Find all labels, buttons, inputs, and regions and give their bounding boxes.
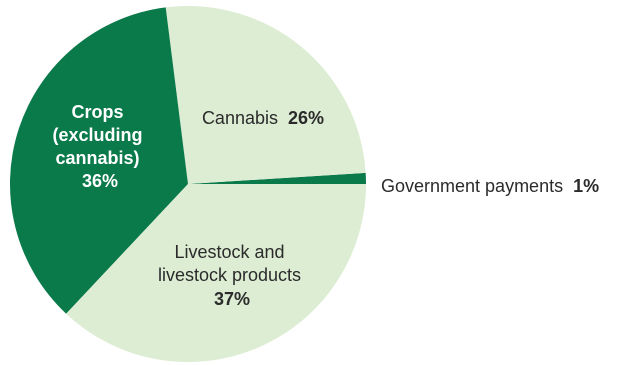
label-cannabis-value: 26% — [288, 108, 324, 128]
label-livestock-line1: Livestock and — [174, 242, 284, 262]
slice-livestock — [66, 184, 367, 363]
slice-cannabis — [165, 5, 366, 184]
label-livestock-value: 37% — [214, 289, 250, 309]
label-crops-line1: Crops — [71, 102, 123, 122]
pie-slices — [9, 5, 367, 363]
label-government-name: Government payments — [381, 176, 563, 196]
label-livestock-line2: livestock products — [158, 265, 301, 285]
label-crops-line3: cannabis) — [55, 148, 139, 168]
label-cannabis-name: Cannabis — [202, 108, 278, 128]
label-government-value: 1% — [573, 176, 599, 196]
slice-government — [188, 172, 366, 184]
label-livestock: Livestock and livestock products 37% — [158, 242, 306, 309]
label-crops-line2: (excluding — [52, 125, 142, 145]
label-government: Government payments 1% — [381, 176, 599, 196]
slice-crops — [9, 7, 188, 314]
label-crops-value: 36% — [82, 171, 118, 191]
label-cannabis: Cannabis 26% — [202, 108, 324, 128]
label-crops: Crops (excluding cannabis) 36% — [52, 102, 147, 191]
